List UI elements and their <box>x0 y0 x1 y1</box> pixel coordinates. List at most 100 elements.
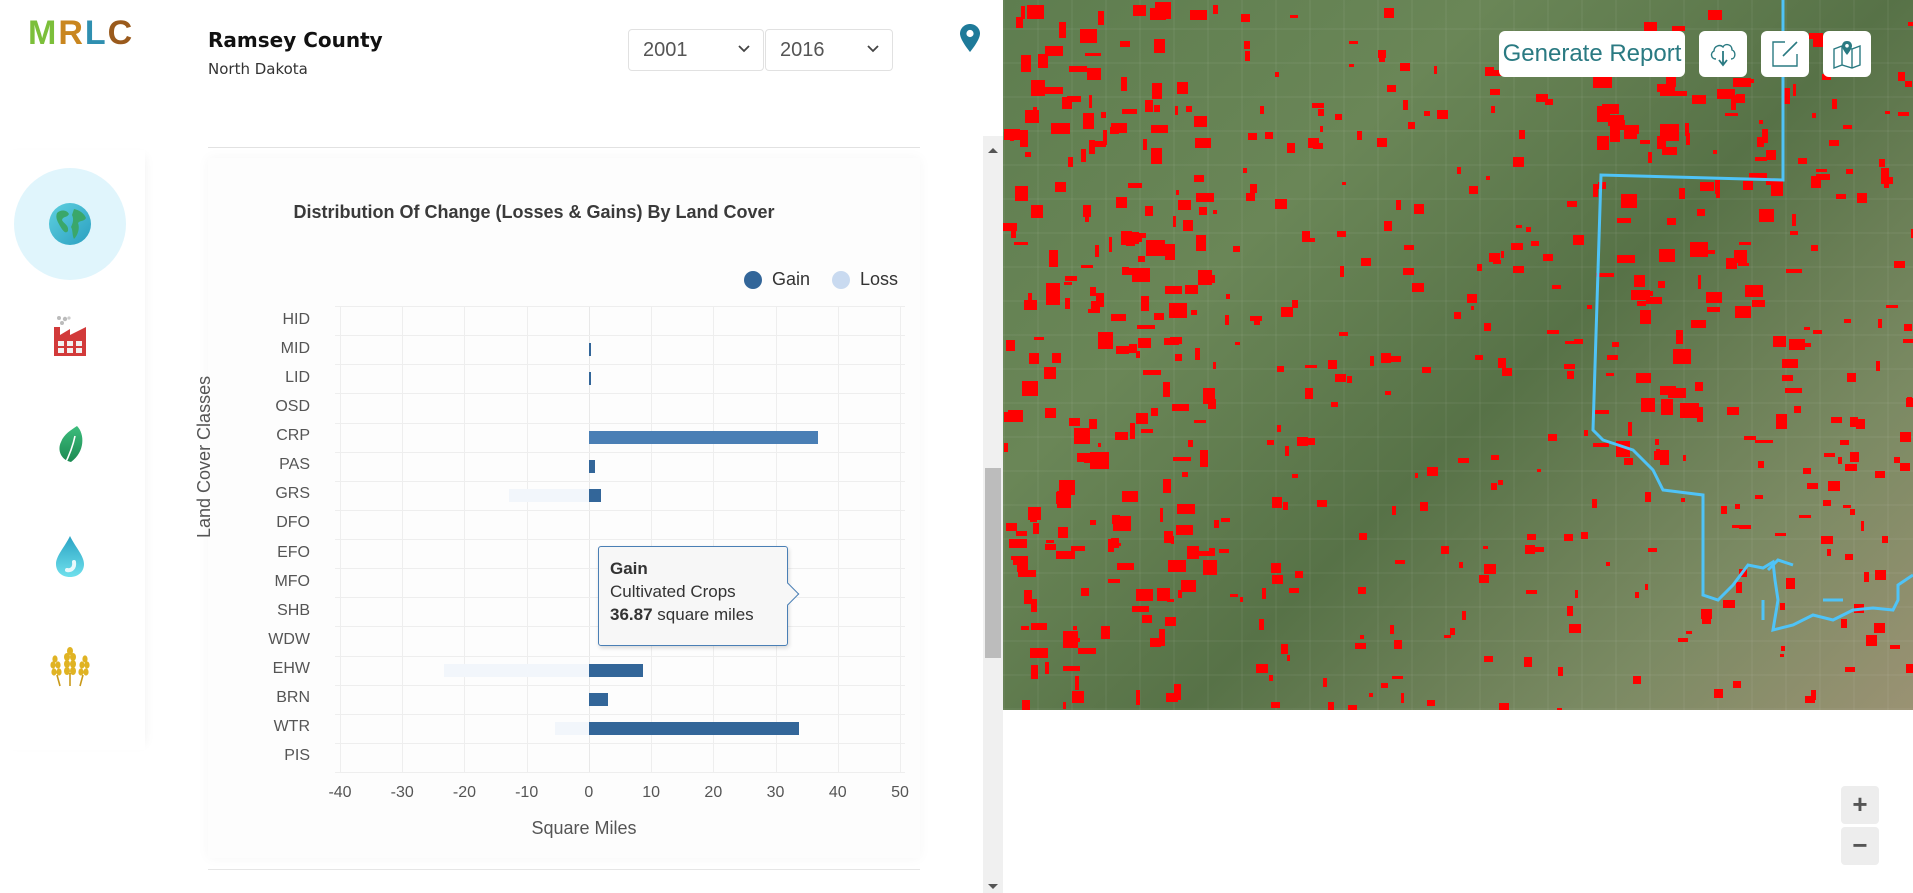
gain-bar[interactable] <box>588 663 643 677</box>
left-panel: MRLC Ramsey County North Dakota 2001 201… <box>0 14 1003 893</box>
gridline-horizontal <box>335 539 905 540</box>
chevron-down-icon <box>867 45 879 53</box>
open-external-button[interactable] <box>1761 31 1809 77</box>
x-tick-label: 20 <box>704 784 723 801</box>
tooltip-value: 36.87 <box>610 605 653 624</box>
y-tick-label: GRS <box>275 485 310 503</box>
satellite-map[interactable] <box>1003 0 1913 710</box>
gain-bar[interactable] <box>588 721 800 735</box>
map-layers-button[interactable] <box>1823 31 1871 77</box>
start-year-select[interactable]: 2001 <box>628 29 764 71</box>
x-tick-label: 30 <box>766 784 785 801</box>
x-axis-title: Square Miles <box>531 818 637 838</box>
gridline-horizontal <box>335 335 905 337</box>
chevron-down-icon <box>738 45 750 53</box>
gain-bar[interactable] <box>588 372 591 386</box>
gridline-horizontal <box>335 713 905 715</box>
gridline-horizontal <box>335 742 905 744</box>
y-tick-label: LID <box>285 368 310 386</box>
zoom-out-button[interactable]: − <box>1841 827 1879 865</box>
county-name: Ramsey County <box>208 28 383 52</box>
y-tick-label: HID <box>282 310 310 328</box>
y-tick-label: BRN <box>276 689 310 707</box>
gridline-horizontal <box>335 393 905 395</box>
scroll-up-arrow-icon[interactable] <box>988 148 998 153</box>
water-drop-icon <box>56 536 84 577</box>
gain-bar[interactable] <box>588 459 596 473</box>
expand-icon <box>1772 41 1798 67</box>
gain-bar[interactable] <box>588 430 819 444</box>
tooltip-category: Cultivated Crops <box>610 582 736 601</box>
loss-swatch-icon <box>831 270 850 289</box>
end-year-select[interactable]: 2016 <box>765 29 893 71</box>
logo-letter: C <box>107 14 135 52</box>
location-heading: Ramsey County North Dakota <box>208 28 383 78</box>
x-tick-label: 50 <box>891 784 909 801</box>
y-tick-label: WDW <box>268 630 310 648</box>
mrlc-logo[interactable]: MRLC <box>28 14 134 53</box>
map-layers-icon <box>1833 41 1861 69</box>
start-year-value: 2001 <box>643 39 688 61</box>
gain-bar[interactable] <box>588 488 602 502</box>
sidebar-item-globe[interactable] <box>14 168 126 280</box>
logo-letter: R <box>58 14 85 52</box>
y-tick-label: CRP <box>276 427 310 445</box>
x-tick-label: -20 <box>452 784 476 801</box>
sidebar-item-factory[interactable] <box>14 280 126 392</box>
sidebar <box>0 150 145 750</box>
y-tick-label: OSD <box>275 397 310 415</box>
x-tick-label: 0 <box>584 784 594 801</box>
generate-report-button[interactable]: Generate Report <box>1499 31 1685 77</box>
y-tick-label: EHW <box>272 660 310 678</box>
x-tick-label: 40 <box>828 784 847 801</box>
loss-bar[interactable] <box>509 488 589 502</box>
gridline-horizontal <box>335 772 905 773</box>
panel-scrollbar[interactable] <box>983 136 1003 893</box>
scroll-down-arrow-icon[interactable] <box>988 884 998 889</box>
factory-icon <box>54 316 86 356</box>
globe-icon <box>49 203 91 245</box>
chart-plot-area: -40 -30 -20 -10 0 10 20 30 40 50 HID MID LID OSD CRP PA… <box>268 306 909 801</box>
x-tick-label: -40 <box>328 784 352 801</box>
legend-label: Loss <box>859 269 898 289</box>
gridline-horizontal <box>335 509 905 511</box>
x-tick-label: 10 <box>642 784 660 801</box>
legend-item-loss[interactable]: Loss <box>831 269 898 290</box>
loss-bar[interactable] <box>555 721 589 735</box>
y-tick-label: PAS <box>279 456 310 474</box>
end-year-value: 2016 <box>780 39 825 61</box>
scrollbar-thumb[interactable] <box>985 468 1001 658</box>
change-distribution-chart: Distribution Of Change (Losses & Gains) … <box>194 158 920 858</box>
gain-swatch-icon <box>743 270 762 289</box>
x-tick-label: -30 <box>390 784 414 801</box>
map-overlay <box>1003 0 1913 710</box>
section-divider <box>208 147 920 148</box>
county-boundary <box>1591 0 1913 633</box>
section-divider <box>208 869 920 870</box>
gain-bar[interactable] <box>588 692 608 706</box>
state-name: North Dakota <box>208 60 308 78</box>
sidebar-item-water[interactable] <box>14 500 126 612</box>
sidebar-item-leaf[interactable] <box>14 390 126 502</box>
gridline-horizontal <box>335 422 905 424</box>
zoom-in-button[interactable]: + <box>1841 786 1879 824</box>
legend-label: Gain <box>771 269 810 289</box>
map-blank-area <box>1003 710 1913 893</box>
tooltip-unit: square miles <box>657 605 754 624</box>
gain-bar[interactable] <box>588 343 591 357</box>
x-tick-label: -10 <box>515 784 539 801</box>
y-tick-label: SHB <box>277 601 310 619</box>
loss-bar[interactable] <box>443 663 589 677</box>
gridline-horizontal <box>335 684 905 686</box>
y-tick-label: MFO <box>274 572 310 590</box>
legend-item-gain[interactable]: Gain <box>743 269 810 290</box>
logo-letter: L <box>84 14 108 52</box>
gridline-horizontal <box>335 655 905 657</box>
y-tick-label: WTR <box>273 718 310 736</box>
sidebar-item-wheat[interactable] <box>14 610 126 722</box>
logo-letter: M <box>28 14 59 52</box>
download-button[interactable] <box>1699 31 1747 77</box>
map-pin-icon[interactable] <box>960 24 980 52</box>
chart-title: Distribution Of Change (Losses & Gains) … <box>293 202 775 222</box>
